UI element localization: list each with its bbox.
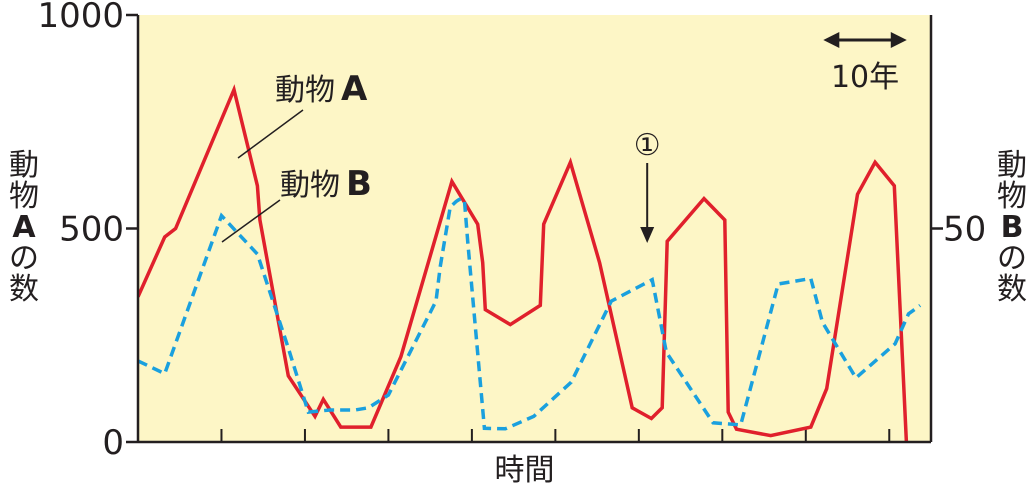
y-left-tick-label: 500 xyxy=(59,210,124,250)
y-right-axis-label-char: の xyxy=(997,241,1027,276)
animal-a-annotation-prefix: 動物 xyxy=(275,73,335,108)
y-right-axis-label-char: 物 xyxy=(997,179,1027,214)
y-left-axis-label-char: A xyxy=(12,210,36,245)
y-axis-ticks: 0 500 1000 50 xyxy=(37,0,986,463)
y-right-axis-label-char: 数 xyxy=(997,272,1027,307)
series-animal-b-line xyxy=(138,196,922,431)
animal-a-annotation-letter: A xyxy=(341,69,368,109)
y-left-tick-label: 0 xyxy=(102,423,124,463)
animal-b-annotation-letter: B xyxy=(346,164,372,204)
y-right-axis-label-char: 動 xyxy=(997,148,1027,183)
scale-bar-arrow-right xyxy=(890,32,907,48)
y-left-axis-label-char: 動 xyxy=(9,148,39,183)
scale-bar-arrow-left xyxy=(823,32,840,48)
marker-1-arrow-head xyxy=(640,227,655,243)
animal-b-annotation: 動物 B xyxy=(280,164,372,204)
series-lines xyxy=(138,84,922,442)
y-left-axis-label-char: 物 xyxy=(9,179,39,214)
series-animal-a-line xyxy=(138,84,909,442)
y-right-tick-label: 50 xyxy=(943,210,986,250)
y-left-axis-label-char: 数 xyxy=(9,272,39,307)
scale-bar-label: 10年 xyxy=(831,60,899,95)
animal-a-annotation: 動物 A xyxy=(275,69,368,109)
series-group xyxy=(138,84,922,442)
animal-b-leader-line xyxy=(221,199,281,243)
animal-b-annotation-prefix: 動物 xyxy=(280,168,340,203)
y-right-axis-label-char: B xyxy=(1001,210,1024,245)
plot-area xyxy=(138,15,931,442)
marker-1-label: ① xyxy=(634,128,661,163)
y-left-axis-label-char: の xyxy=(9,241,39,276)
x-axis-ticks xyxy=(220,429,891,442)
animal-a-leader-line xyxy=(237,109,304,159)
x-axis-label: 時間 xyxy=(495,453,555,488)
y-left-tick-label: 1000 xyxy=(37,0,124,36)
